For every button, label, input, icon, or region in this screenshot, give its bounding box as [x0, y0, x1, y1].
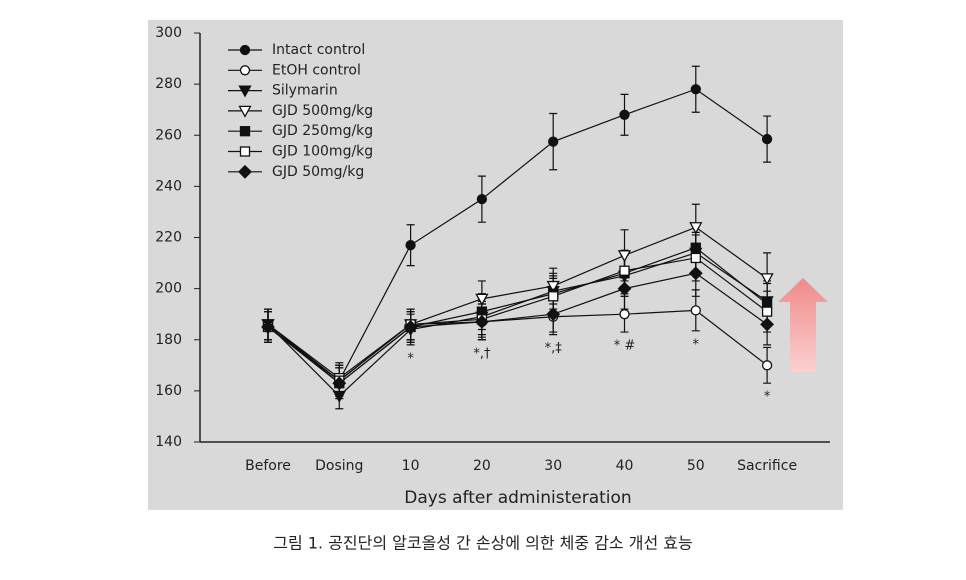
- y-tick-label: 200: [155, 281, 182, 297]
- point: [689, 222, 703, 235]
- annotation: *: [407, 351, 414, 366]
- point: [261, 320, 275, 334]
- point: [761, 360, 773, 371]
- legend-label: GJD 250mg/kg: [272, 123, 373, 139]
- point: [688, 266, 703, 281]
- x-tick-label: Sacrifice: [737, 458, 797, 474]
- y-tick-label: 240: [155, 178, 182, 194]
- y-tick-label: 160: [155, 383, 182, 399]
- annotation: * #: [614, 339, 636, 354]
- x-tick-label: 20: [473, 458, 491, 474]
- point: [619, 309, 630, 320]
- point: [761, 133, 773, 145]
- x-tick-label: 10: [402, 458, 420, 474]
- x-tick-label: Dosing: [315, 458, 363, 474]
- legend-label: GJD 500mg/kg: [272, 103, 373, 119]
- annotation: *: [764, 390, 771, 405]
- point: [548, 136, 559, 147]
- point: [690, 84, 701, 95]
- legend-marker: [239, 126, 251, 137]
- y-tick-label: 260: [155, 127, 182, 143]
- legend-marker: [238, 85, 252, 98]
- series-line: [267, 226, 768, 379]
- series-line: [267, 252, 768, 397]
- point: [619, 109, 630, 120]
- annotation: *: [693, 337, 700, 352]
- y-tick-label: 140: [155, 434, 182, 450]
- point: [475, 293, 489, 306]
- point: [690, 242, 701, 253]
- point: [546, 280, 560, 293]
- series-line: [267, 88, 768, 382]
- legend-label: EtOH control: [272, 62, 361, 78]
- chart-panel: [148, 20, 843, 510]
- legend-label: Intact control: [272, 42, 365, 58]
- point: [617, 281, 632, 296]
- arrow: [778, 278, 828, 372]
- point: [332, 376, 347, 391]
- x-tick-label: 40: [616, 458, 634, 474]
- point: [474, 314, 489, 329]
- point: [619, 265, 630, 276]
- legend-marker: [239, 146, 251, 157]
- legend-marker: [239, 44, 251, 56]
- point: [403, 320, 418, 334]
- point: [617, 250, 632, 263]
- point: [548, 291, 559, 302]
- point: [476, 194, 488, 205]
- legend-marker: [239, 65, 251, 76]
- annotation: *,†: [473, 346, 491, 361]
- point: [760, 317, 775, 332]
- y-tick-label: 180: [155, 332, 182, 348]
- point: [405, 240, 416, 251]
- x-tick-label: 30: [544, 458, 562, 474]
- series-line: [267, 272, 768, 384]
- legend-label: Silymarin: [272, 83, 338, 99]
- legend-marker: [238, 164, 252, 179]
- caption: 그림 1. 공진단의 알코올성 간 손상에 의한 체중 감소 개선 효능: [273, 534, 692, 553]
- series-line: [267, 257, 768, 382]
- point: [332, 390, 346, 403]
- legend-label: GJD 100mg/kg: [272, 144, 373, 160]
- y-tick-label: 220: [155, 230, 182, 246]
- y-tick-label: 280: [155, 76, 182, 92]
- x-tick-label: 50: [687, 458, 705, 474]
- point: [690, 305, 701, 316]
- legend-label: GJD 50mg/kg: [272, 164, 364, 180]
- x-tick-label: Before: [245, 458, 291, 474]
- x-axis-title: Days after administeration: [404, 488, 631, 508]
- annotation: *,‡: [545, 341, 563, 356]
- legend-marker: [238, 105, 252, 118]
- point: [546, 307, 561, 322]
- point: [760, 273, 774, 286]
- point: [690, 252, 701, 264]
- y-tick-label: 300: [155, 25, 182, 41]
- point: [761, 306, 773, 317]
